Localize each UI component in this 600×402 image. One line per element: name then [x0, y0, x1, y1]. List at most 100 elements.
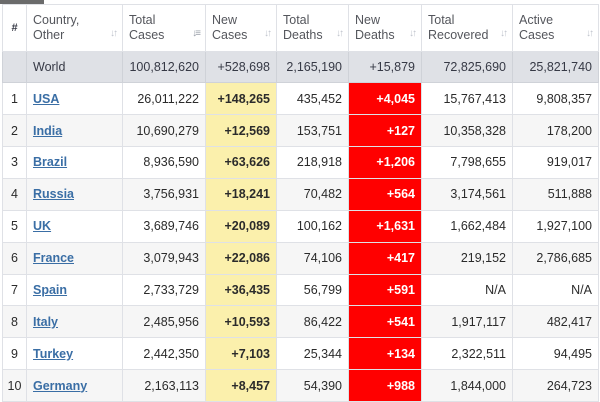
total-cases-cell: 8,936,590 [122, 146, 206, 179]
header-index[interactable]: # [2, 4, 27, 52]
new-deaths-cell: +134 [348, 337, 422, 371]
world-label: World [26, 50, 123, 84]
total-deaths-cell: 100,162 [276, 209, 349, 243]
total-deaths-cell: 435,452 [276, 82, 349, 116]
row-index: 1 [2, 82, 27, 116]
header-active-cases[interactable]: Active Cases ↓↑ [512, 4, 599, 52]
header-label: Active Cases [519, 13, 555, 42]
new-deaths-cell: +1,206 [348, 146, 422, 179]
country-link[interactable]: Germany [33, 378, 88, 393]
sort-arrows-icon[interactable]: ↓↑ [264, 28, 272, 39]
tab-strip [0, 0, 44, 4]
world-total-recovered: 72,825,690 [421, 50, 513, 84]
header-total-deaths[interactable]: Total Deaths ↓↑ [276, 4, 349, 52]
table-row: 3 Brazil 8,936,590 +63,626 218,918 +1,206 7,79… [2, 146, 599, 179]
total-cases-cell: 3,756,931 [122, 177, 206, 211]
active-cases-cell: N/A [512, 273, 599, 307]
active-cases-cell: 1,927,100 [512, 209, 599, 243]
row-index: 9 [2, 337, 27, 371]
header-total-recovered[interactable]: Total Recovered ↓↑ [421, 4, 513, 52]
new-cases-cell: +22,086 [205, 241, 277, 275]
row-index: 2 [2, 114, 27, 148]
country-link[interactable]: France [33, 251, 74, 266]
header-label: Total Cases [129, 13, 165, 42]
header-label: New Cases [212, 13, 248, 42]
row-index: 4 [2, 177, 27, 211]
country-cell: Spain [26, 273, 123, 307]
total-cases-cell: 2,163,113 [122, 369, 206, 402]
sort-arrows-icon[interactable]: ↓↑ [586, 28, 594, 39]
total-cases-cell: 2,733,729 [122, 273, 206, 307]
country-cell: Germany [26, 369, 123, 402]
total-recovered-cell: 1,917,117 [421, 305, 513, 339]
header-new-cases[interactable]: New Cases ↓↑ [205, 4, 277, 52]
country-link[interactable]: India [33, 123, 63, 138]
active-cases-cell: 9,808,357 [512, 82, 599, 116]
new-cases-cell: +7,103 [205, 337, 277, 371]
country-cell: India [26, 114, 123, 148]
world-total-cases: 100,812,620 [122, 50, 206, 84]
country-cell: UK [26, 209, 123, 243]
total-recovered-cell: 1,844,000 [421, 369, 513, 402]
sort-arrows-icon[interactable]: ↓↑ [336, 28, 344, 39]
country-link[interactable]: UK [33, 219, 52, 234]
new-deaths-cell: +127 [348, 114, 422, 148]
world-new-deaths: +15,879 [348, 50, 422, 84]
table-row: 4 Russia 3,756,931 +18,241 70,482 +564 3,174,5… [2, 177, 599, 211]
sort-arrows-icon[interactable]: ↓↑ [409, 28, 417, 39]
total-deaths-cell: 86,422 [276, 305, 349, 339]
total-deaths-cell: 153,751 [276, 114, 349, 148]
country-link[interactable]: USA [33, 91, 60, 106]
total-deaths-cell: 70,482 [276, 177, 349, 211]
active-cases-cell: 511,888 [512, 177, 599, 211]
active-cases-cell: 178,200 [512, 114, 599, 148]
total-deaths-cell: 56,799 [276, 273, 349, 307]
new-deaths-cell: +417 [348, 241, 422, 275]
header-total-cases[interactable]: Total Cases ↓≡ [122, 4, 206, 52]
table-row: 6 France 3,079,943 +22,086 74,106 +417 219,152… [2, 241, 599, 275]
country-link[interactable]: Spain [33, 282, 68, 297]
new-cases-cell: +10,593 [205, 305, 277, 339]
table-row: 1 USA 26,011,222 +148,265 435,452 +4,045 15,76… [2, 82, 599, 116]
total-deaths-cell: 54,390 [276, 369, 349, 402]
active-cases-cell: 919,017 [512, 146, 599, 179]
total-cases-cell: 2,485,956 [122, 305, 206, 339]
sort-arrows-icon[interactable]: ↓≡ [192, 28, 201, 39]
active-cases-cell: 94,495 [512, 337, 599, 371]
world-new-cases: +528,698 [205, 50, 277, 84]
country-cell: Italy [26, 305, 123, 339]
header-label: # [11, 21, 18, 34]
total-recovered-cell: 2,322,511 [421, 337, 513, 371]
new-cases-cell: +20,089 [205, 209, 277, 243]
table-row: 10 Germany 2,163,113 +8,457 54,390 +988 1,844,… [2, 369, 599, 402]
sort-arrows-icon[interactable]: ↓↑ [500, 28, 508, 39]
country-link[interactable]: Brazil [33, 155, 68, 170]
new-cases-cell: +63,626 [205, 146, 277, 179]
total-cases-cell: 3,079,943 [122, 241, 206, 275]
new-deaths-cell: +591 [348, 273, 422, 307]
total-cases-cell: 2,442,350 [122, 337, 206, 371]
total-cases-cell: 26,011,222 [122, 82, 206, 116]
sort-arrows-icon[interactable]: ↓↑ [110, 28, 118, 39]
country-cell: Russia [26, 177, 123, 211]
total-deaths-cell: 25,344 [276, 337, 349, 371]
total-recovered-cell: 219,152 [421, 241, 513, 275]
country-link[interactable]: Italy [33, 314, 59, 329]
total-deaths-cell: 218,918 [276, 146, 349, 179]
country-cell: USA [26, 82, 123, 116]
country-link[interactable]: Russia [33, 187, 74, 202]
country-cell: France [26, 241, 123, 275]
header-row: # Country, Other ↓↑ Total Cases ↓≡ New Cases ↓… [2, 4, 599, 52]
row-index: 3 [2, 146, 27, 179]
header-country[interactable]: Country, Other ↓↑ [26, 4, 123, 52]
header-new-deaths[interactable]: New Deaths ↓↑ [348, 4, 422, 52]
total-cases-cell: 3,689,746 [122, 209, 206, 243]
total-recovered-cell: 10,358,328 [421, 114, 513, 148]
country-link[interactable]: Turkey [33, 346, 74, 361]
row-index: 7 [2, 273, 27, 307]
world-row: World 100,812,620 +528,698 2,165,190 +15… [2, 50, 599, 84]
country-cell: Brazil [26, 146, 123, 179]
active-cases-cell: 482,417 [512, 305, 599, 339]
active-cases-cell: 264,723 [512, 369, 599, 402]
header-label: Total Recovered [428, 13, 489, 42]
